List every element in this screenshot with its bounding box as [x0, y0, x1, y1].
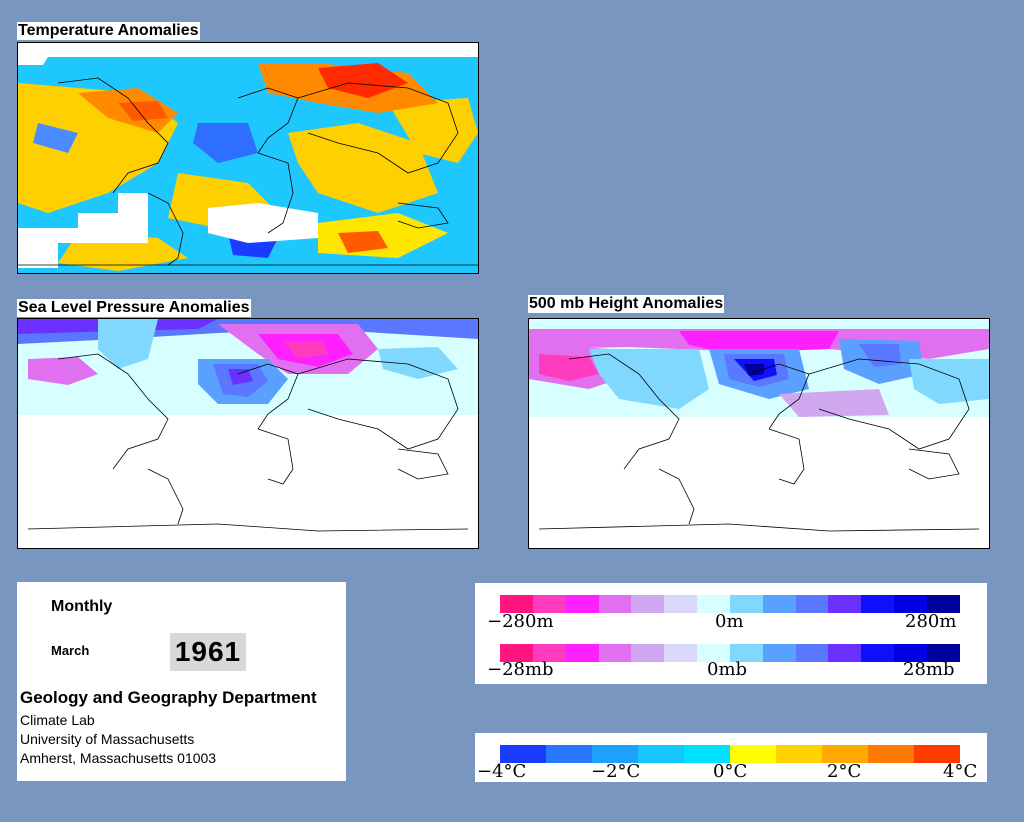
temperature-colorbar — [500, 745, 960, 763]
height-colorbar-swatch — [565, 595, 599, 613]
pressure-colorbar-swatch — [565, 644, 599, 662]
temperature-colorbar-swatch — [868, 745, 914, 763]
period-label: Monthly — [51, 598, 113, 615]
pressure-colorbar-swatch — [828, 644, 862, 662]
info-panel: Monthly March 1961 Geology and Geography… — [17, 582, 346, 781]
height-colorbar-swatch — [926, 595, 960, 613]
temperature-colorbar-swatch — [684, 745, 730, 763]
temperature-colorbar-swatch — [546, 745, 592, 763]
height-colorbar-swatch — [828, 595, 862, 613]
height-colorbar-swatch — [795, 595, 829, 613]
pressure-colorbar — [500, 644, 960, 662]
temp-label-2: 2°C — [827, 761, 862, 782]
pressure-colorbar-swatch — [500, 644, 533, 662]
temp-label-neg2: −2°C — [591, 761, 641, 782]
height-colorbar-swatch — [762, 595, 796, 613]
temperature-anomaly-map — [17, 42, 479, 274]
temperature-colorbar-swatch — [914, 745, 960, 763]
pressure-colorbar-swatch — [861, 644, 895, 662]
pressure-colorbar-swatch — [598, 644, 632, 662]
pressure-label-zero: 0mb — [707, 659, 748, 680]
pressure-colorbar-swatch — [894, 644, 927, 662]
height-label-zero: 0m — [715, 611, 744, 632]
height-colorbar-swatch — [894, 595, 927, 613]
year-display: 1961 — [170, 633, 246, 671]
height-label-max: 280m — [905, 611, 957, 632]
height-colorbar-swatch — [532, 595, 566, 613]
height-colorbar-swatch — [664, 595, 698, 613]
temp-label-4: 4°C — [943, 761, 978, 782]
height-colorbar — [500, 595, 960, 613]
temperature-colorbar-swatch — [500, 745, 546, 763]
height-colorbar-swatch — [598, 595, 632, 613]
address: Amherst, Massachusetts 01003 — [20, 750, 217, 766]
sea-level-pressure-map — [17, 318, 479, 549]
height-pressure-legend: −280m 0m 280m −28mb 0mb 28mb — [475, 583, 987, 684]
pressure-colorbar-swatch — [697, 644, 730, 662]
temperature-map-title: Temperature Anomalies — [17, 22, 200, 40]
pressure-colorbar-swatch — [729, 644, 763, 662]
height-colorbar-swatch — [631, 595, 665, 613]
pressure-colorbar-swatch — [532, 644, 566, 662]
pressure-label-max: 28mb — [903, 659, 955, 680]
height500-map-title: 500 mb Height Anomalies — [528, 295, 725, 313]
pressure-label-min: −28mb — [487, 659, 554, 680]
pressure-colorbar-swatch — [664, 644, 698, 662]
temperature-colorbar-swatch — [730, 745, 776, 763]
pressure-colorbar-swatch — [762, 644, 796, 662]
pressure-colorbar-swatch — [795, 644, 829, 662]
lab-name: Climate Lab — [20, 712, 95, 728]
temperature-legend: −4°C −2°C 0°C 2°C 4°C — [475, 733, 987, 782]
height-colorbar-swatch — [500, 595, 533, 613]
slp-map-title: Sea Level Pressure Anomalies — [17, 299, 251, 317]
height-500mb-map — [528, 318, 990, 549]
temperature-colorbar-swatch — [776, 745, 822, 763]
temperature-colorbar-swatch — [638, 745, 684, 763]
temp-label-neg4: −4°C — [477, 761, 527, 782]
height-colorbar-swatch — [729, 595, 763, 613]
temperature-colorbar-swatch — [822, 745, 868, 763]
temperature-colorbar-swatch — [592, 745, 638, 763]
height-colorbar-swatch — [861, 595, 895, 613]
height-colorbar-swatch — [697, 595, 730, 613]
pressure-colorbar-swatch — [631, 644, 665, 662]
pressure-colorbar-swatch — [926, 644, 960, 662]
month-label: March — [51, 643, 90, 658]
department-name: Geology and Geography Department — [20, 688, 317, 707]
height-label-min: −280m — [487, 611, 554, 632]
university-name: University of Massachusetts — [20, 731, 195, 747]
temp-label-0: 0°C — [713, 761, 748, 782]
